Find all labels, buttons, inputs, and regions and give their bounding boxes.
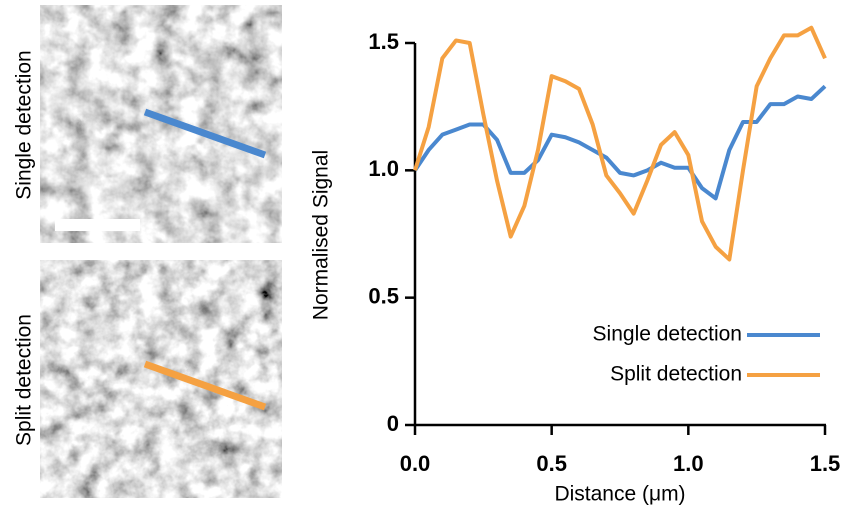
x-tick-label: 0.0: [400, 451, 431, 476]
legend-label: Split detection: [610, 363, 742, 386]
y-tick-label: 1.5: [368, 29, 399, 54]
image-split: [40, 260, 282, 498]
image-single: [40, 5, 282, 243]
profile-line: [143, 360, 267, 411]
x-tick-label: 1.5: [810, 451, 841, 476]
series-line: [413, 84, 827, 201]
scale-bar: [55, 219, 140, 231]
y-tick-label: 0.5: [368, 283, 399, 308]
legend-label: Single detection: [593, 323, 742, 346]
image-label: Split detection: [13, 314, 36, 446]
x-tick-label: 0.5: [536, 451, 567, 476]
series-line: [413, 25, 827, 262]
profile-line: [143, 108, 267, 159]
y-tick-label: 1.0: [368, 156, 399, 181]
y-axis-label: Normalised Signal: [310, 150, 333, 320]
x-tick-label: 1.0: [673, 451, 704, 476]
image-label: Single detection: [13, 50, 36, 199]
y-tick-label: 0: [387, 411, 399, 436]
x-axis-label: Distance (μm): [554, 483, 685, 506]
